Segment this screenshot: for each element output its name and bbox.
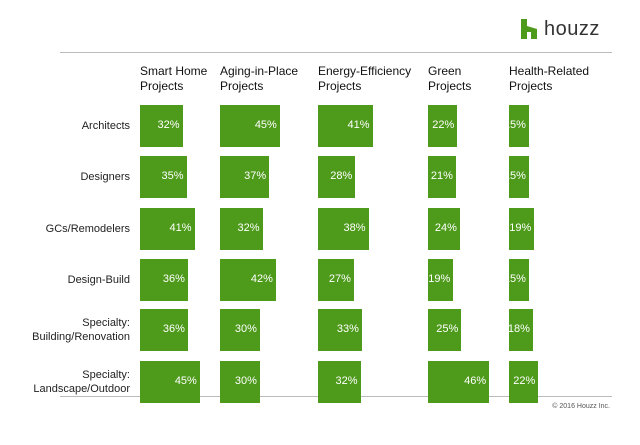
bar: 38% (318, 208, 369, 250)
bar: 27% (318, 259, 354, 301)
value-label: 45% (254, 119, 277, 131)
value-label: 46% (464, 375, 487, 387)
value-label: 28% (330, 170, 353, 182)
bar: 41% (140, 208, 195, 250)
bar: 15% (504, 156, 529, 198)
bar: 24% (428, 208, 460, 250)
bar: 32% (140, 105, 183, 147)
bar: 22% (509, 361, 539, 403)
value-label: 19% (509, 222, 532, 234)
value-label: 36% (162, 323, 185, 335)
value-label: 41% (169, 222, 192, 234)
value-label: 27% (328, 273, 351, 285)
bar: 15% (504, 259, 529, 301)
value-label: 22% (513, 375, 536, 387)
column-header: Smart Home Projects (140, 64, 208, 93)
bar: 41% (318, 105, 373, 147)
bar: 25% (428, 309, 462, 351)
value-label: 30% (234, 323, 257, 335)
bar: 15% (504, 105, 529, 147)
source: © 2016 Houzz Inc. (552, 403, 610, 410)
bar: 22% (428, 105, 458, 147)
value-label: 32% (335, 375, 358, 387)
column-header: Energy-Efficiency Projects (318, 64, 412, 93)
bar: 21% (428, 156, 456, 198)
bar: 45% (220, 105, 280, 147)
bar: 37% (220, 156, 270, 198)
value-label: 32% (237, 222, 260, 234)
logo-icon (521, 19, 537, 39)
bar: 28% (318, 156, 356, 198)
value-label: 42% (250, 273, 273, 285)
bar: 32% (318, 361, 361, 403)
top-rule (60, 52, 612, 53)
bar: 32% (220, 208, 263, 250)
bar: 30% (220, 361, 260, 403)
bar: 19% (428, 259, 454, 301)
row-label: Design-Build (67, 274, 130, 286)
value-label: 22% (432, 119, 455, 131)
value-label: 38% (343, 222, 366, 234)
bar: 19% (509, 208, 535, 250)
value-label: 30% (234, 375, 257, 387)
value-label: 15% (503, 170, 526, 182)
value-label: 25% (436, 323, 459, 335)
bar: 45% (140, 361, 200, 403)
value-label: 15% (503, 119, 526, 131)
value-label: 36% (162, 273, 185, 285)
value-label: 19% (428, 273, 451, 285)
bar: 36% (140, 309, 188, 351)
column-header: Health-Related Projects (509, 64, 590, 93)
bar: 42% (220, 259, 276, 301)
row-label: Specialty: Landscape/Outdoor (33, 369, 130, 395)
value-label: 32% (157, 119, 180, 131)
value-label: 41% (347, 119, 370, 131)
bar: 30% (220, 309, 260, 351)
value-label: 33% (336, 323, 359, 335)
row-label: Specialty: Building/Renovation (32, 317, 130, 343)
row-label: GCs/Remodelers (45, 223, 130, 235)
bar: 46% (428, 361, 490, 403)
value-label: 24% (434, 222, 457, 234)
row-label: Designers (80, 171, 130, 183)
value-label: 18% (507, 323, 530, 335)
value-label: 15% (503, 273, 526, 285)
logo-text: houzz (544, 18, 600, 40)
row-label: Architects (81, 120, 130, 132)
bar: 35% (140, 156, 187, 198)
value-label: 35% (161, 170, 184, 182)
value-label: 37% (244, 170, 267, 182)
value-label: 21% (430, 170, 453, 182)
bar: 18% (507, 309, 533, 351)
bar: 33% (318, 309, 362, 351)
column-header: Green Projects (428, 64, 472, 93)
column-header: Aging-in-Place Projects (220, 64, 299, 93)
value-label: 45% (174, 375, 197, 387)
bar: 36% (140, 259, 188, 301)
